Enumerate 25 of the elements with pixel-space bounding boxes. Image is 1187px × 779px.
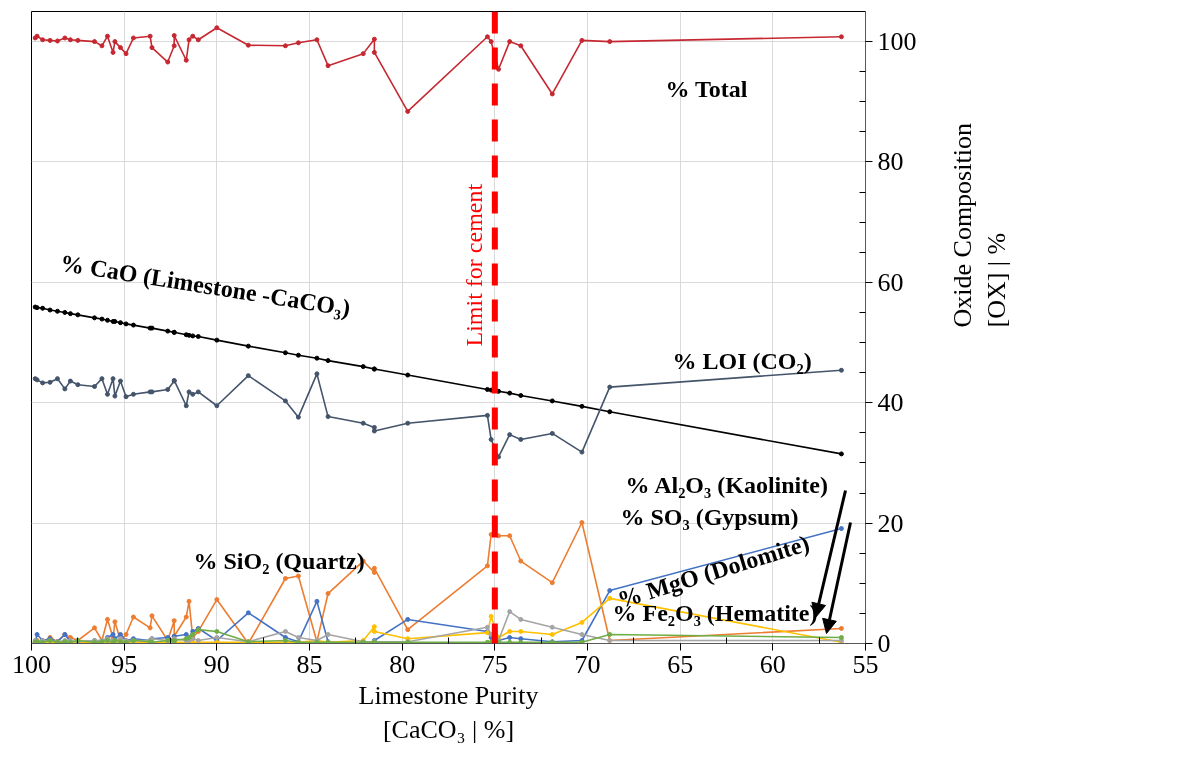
x-tick-label: 100 xyxy=(12,649,51,679)
x-axis-title: Limestone Purity [CaCO₃ | %] xyxy=(358,680,539,745)
annotation: % LOI (CO₂) xyxy=(672,347,812,374)
annotation: % Al₂O₃ (Kaolinite) xyxy=(625,471,828,498)
annotation: % Total xyxy=(665,75,748,102)
y-tick-label: 20 xyxy=(877,508,904,538)
x-tick-label: 95 xyxy=(111,649,138,679)
x-tick-label: 60 xyxy=(759,649,786,679)
y-tick-label: 100 xyxy=(877,27,917,57)
y-tick-label: 40 xyxy=(877,388,904,418)
x-tick-label: 65 xyxy=(667,649,694,679)
x-tick-label: 75 xyxy=(481,649,508,679)
x-tick-label: 70 xyxy=(574,649,601,679)
annotation: % SiO₂ (Quartz) xyxy=(193,547,365,574)
x-tick-label: 90 xyxy=(203,649,230,679)
annotation: % CaO (Limestone -CaCO₃) xyxy=(58,249,353,322)
ref-line-label: Limit for cement xyxy=(460,183,487,347)
annotation: % SO₃ (Gypsum) xyxy=(620,503,799,530)
x-tick-label: 55 xyxy=(852,649,879,679)
y-tick-label: 0 xyxy=(877,629,891,658)
y-tick-label: 60 xyxy=(877,267,904,297)
x-tick-label: 85 xyxy=(296,649,323,679)
y-tick-label: 80 xyxy=(877,147,904,177)
y-axis-title: Oxide Composition [OX] | % xyxy=(947,123,1012,328)
x-tick-label: 80 xyxy=(389,649,416,679)
